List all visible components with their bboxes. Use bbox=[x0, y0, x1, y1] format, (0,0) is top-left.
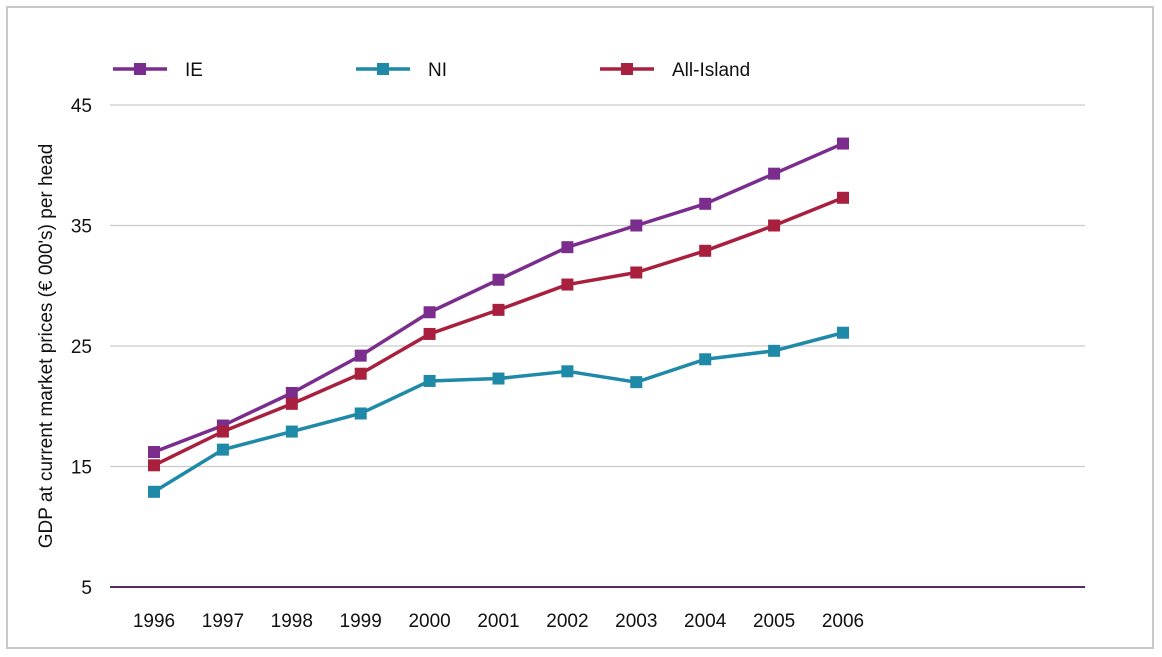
data-point bbox=[768, 344, 781, 357]
data-point bbox=[837, 191, 849, 204]
data-point bbox=[423, 327, 436, 340]
y-axis-ticks: 5 15 25 35 45 bbox=[71, 96, 92, 599]
legend-marker bbox=[134, 63, 146, 75]
data-point bbox=[768, 167, 781, 180]
x-tick-label: 1999 bbox=[340, 611, 382, 632]
data-point bbox=[285, 386, 298, 399]
data-point bbox=[561, 278, 574, 291]
x-tick-label: 1997 bbox=[202, 611, 244, 632]
x-tick-label: 2003 bbox=[615, 611, 657, 632]
data-point bbox=[630, 219, 643, 232]
y-tick-label: 15 bbox=[71, 458, 92, 479]
series-ni bbox=[148, 326, 849, 498]
chart-frame bbox=[6, 6, 1154, 649]
x-tick-label: 1996 bbox=[133, 611, 175, 632]
data-point bbox=[148, 459, 160, 472]
y-tick-label: 25 bbox=[71, 337, 92, 358]
legend-item: All-Island bbox=[600, 60, 750, 81]
data-point bbox=[837, 326, 849, 339]
x-tick-label: 2001 bbox=[477, 611, 519, 632]
legend-label: IE bbox=[185, 60, 203, 81]
data-point bbox=[492, 303, 505, 316]
data-point bbox=[630, 376, 643, 389]
x-tick-label: 2005 bbox=[753, 611, 795, 632]
data-point bbox=[216, 425, 229, 438]
data-point bbox=[354, 367, 367, 380]
data-point bbox=[492, 273, 505, 286]
x-tick-label: 2002 bbox=[546, 611, 588, 632]
data-point bbox=[285, 397, 298, 410]
legend-item: NI bbox=[356, 60, 447, 81]
data-point bbox=[630, 266, 643, 279]
data-point bbox=[837, 137, 849, 150]
series-line bbox=[153, 331, 844, 494]
data-point bbox=[492, 372, 505, 385]
data-point bbox=[216, 443, 229, 456]
x-tick-label: 1998 bbox=[271, 611, 313, 632]
legend-label: All-Island bbox=[672, 60, 750, 81]
data-point bbox=[354, 349, 367, 362]
x-tick-label: 2000 bbox=[408, 611, 450, 632]
data-point bbox=[148, 485, 160, 498]
legend-marker bbox=[621, 63, 633, 75]
legend-marker bbox=[377, 63, 389, 75]
series-layer bbox=[148, 137, 849, 498]
data-point bbox=[699, 197, 712, 210]
series-all-island bbox=[148, 191, 849, 472]
data-point bbox=[561, 241, 574, 254]
y-tick-label: 35 bbox=[71, 217, 92, 238]
series-line bbox=[153, 141, 844, 454]
data-point bbox=[285, 425, 298, 438]
data-point bbox=[423, 306, 436, 319]
x-axis-ticks: 1996 1997 1998 1999 2000 2001 2002 2003 2004 2005… bbox=[133, 611, 864, 632]
x-tick-label: 2006 bbox=[822, 611, 864, 632]
legend-label: NI bbox=[428, 60, 447, 81]
data-point bbox=[768, 219, 781, 232]
legend-item: IE bbox=[113, 60, 203, 81]
data-point bbox=[423, 374, 436, 387]
series-ie bbox=[148, 137, 849, 459]
gridlines bbox=[110, 104, 1085, 468]
legend: IE NI All-Island bbox=[113, 60, 750, 81]
y-axis-title: GDP at current market prices (€ 000's) p… bbox=[36, 144, 57, 549]
data-point bbox=[354, 407, 367, 420]
y-tick-label: 45 bbox=[71, 96, 92, 117]
data-point bbox=[699, 244, 712, 257]
y-tick-label: 5 bbox=[81, 578, 92, 599]
data-point bbox=[699, 353, 712, 366]
data-point bbox=[561, 365, 574, 378]
x-tick-label: 2004 bbox=[684, 611, 727, 632]
series-line bbox=[153, 196, 844, 467]
data-point bbox=[148, 446, 160, 459]
